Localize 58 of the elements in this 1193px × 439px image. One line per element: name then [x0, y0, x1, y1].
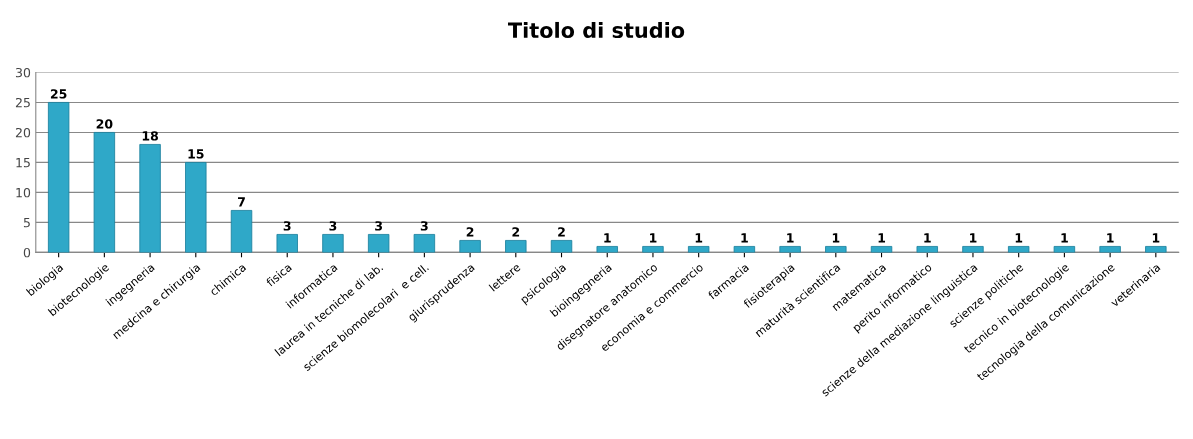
- bar: [733, 246, 756, 253]
- bar: [459, 240, 481, 253]
- y-tick-label: 5: [23, 218, 30, 228]
- y-tick-label: 10: [16, 187, 31, 198]
- data-label: 15: [188, 149, 204, 159]
- data-label: 1: [787, 233, 794, 243]
- data-label: 18: [142, 131, 158, 141]
- bar: [413, 234, 436, 253]
- bar: [230, 210, 253, 253]
- data-label: 3: [420, 221, 428, 231]
- data-label: 1: [924, 233, 931, 243]
- bar: [47, 102, 70, 253]
- bar: [550, 240, 573, 253]
- data-label: 1: [1152, 233, 1160, 243]
- data-label: 1: [878, 233, 886, 243]
- data-label: 1: [650, 233, 657, 243]
- data-label: 20: [96, 119, 113, 129]
- data-label: 2: [466, 227, 474, 237]
- data-label: 3: [329, 221, 337, 231]
- data-label: 2: [558, 227, 565, 237]
- bar: [962, 246, 984, 253]
- y-tick-label: 0: [23, 247, 31, 258]
- bar: [1007, 246, 1030, 253]
- data-label: 1: [1107, 233, 1114, 243]
- bar: [93, 132, 116, 253]
- data-label: 1: [1015, 233, 1023, 243]
- data-label: 1: [604, 233, 611, 243]
- bar: [367, 234, 390, 253]
- bar: [505, 240, 527, 253]
- bar: [825, 246, 847, 253]
- bar: [1053, 246, 1076, 253]
- bar: [916, 246, 938, 253]
- data-label: 1: [695, 233, 703, 243]
- data-label: 3: [375, 221, 383, 231]
- bar: [1099, 246, 1121, 253]
- data-label: 7: [238, 197, 245, 207]
- bar: [185, 162, 207, 253]
- data-label: 1: [741, 233, 748, 243]
- y-tick-label: 20: [15, 127, 31, 138]
- y-tick-label: 15: [16, 158, 30, 168]
- y-tick-label: 30: [15, 67, 31, 78]
- bar: [687, 246, 710, 253]
- bar: [276, 234, 298, 253]
- data-label: 2: [512, 227, 520, 237]
- bar: [322, 234, 344, 253]
- data-label: 1: [1061, 233, 1068, 243]
- data-label: 3: [283, 221, 291, 231]
- chart-title: Titolo di studio: [508, 21, 685, 39]
- data-label: 1: [832, 233, 840, 243]
- bar: [139, 144, 161, 253]
- data-label: 1: [970, 233, 977, 243]
- bar: [1145, 246, 1167, 253]
- bar: [779, 246, 801, 253]
- data-label: 25: [50, 89, 67, 99]
- bar: [596, 246, 618, 253]
- y-tick-label: 25: [15, 97, 30, 108]
- bar: [870, 246, 893, 253]
- bar: [642, 246, 664, 253]
